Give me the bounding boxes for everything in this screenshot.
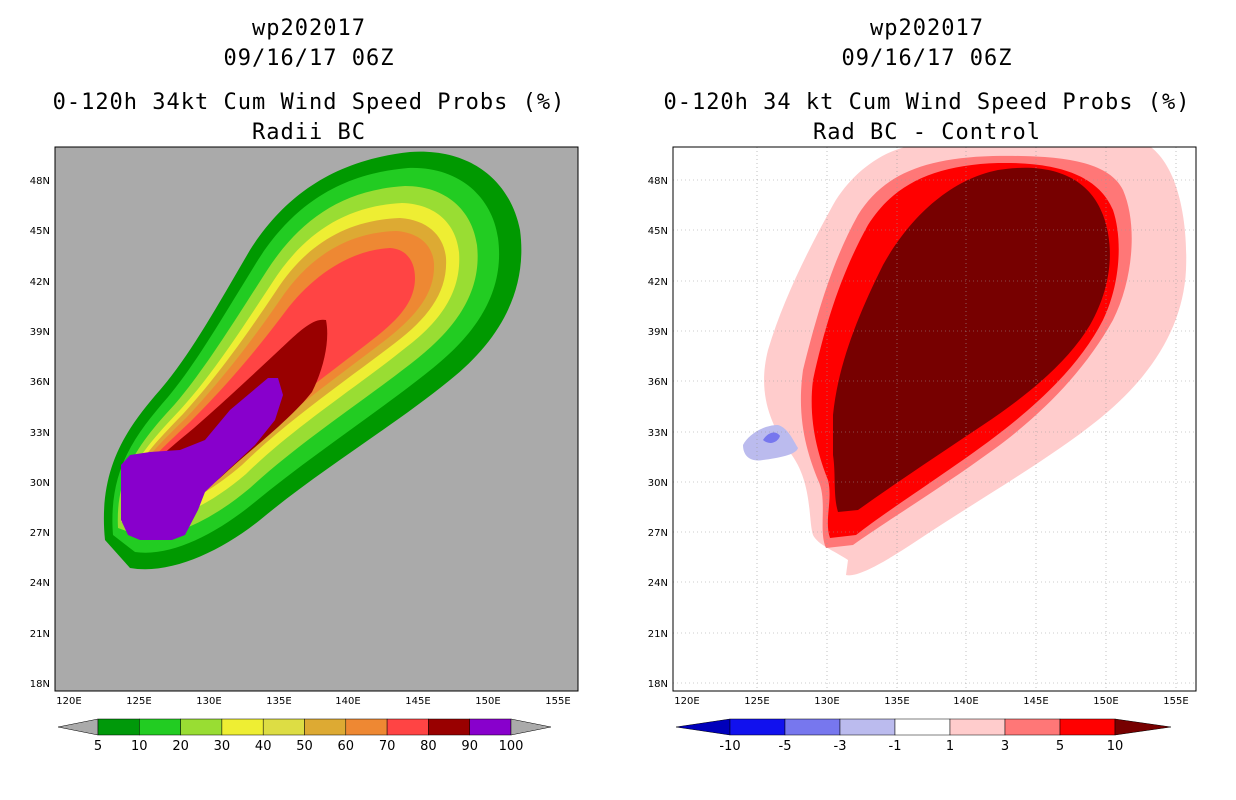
right-colorbar-label: 10 bbox=[1107, 739, 1124, 754]
left-colorbar-box bbox=[428, 718, 470, 736]
left-map: 48N 45N 42N 39N 36N 33N 30N 27N 24N 21N … bbox=[30, 146, 579, 754]
right-colorbar-low-arrow bbox=[675, 718, 731, 736]
svg-text:120E: 120E bbox=[674, 696, 699, 707]
left-colorbar-box bbox=[469, 718, 512, 736]
svg-text:36N: 36N bbox=[30, 377, 50, 388]
right-colorbar-label: -10 bbox=[719, 739, 740, 754]
right-colorbar-box bbox=[894, 718, 951, 736]
left-lon-labels: 120E 125E 130E 135E 140E 145E 150E 155E bbox=[56, 696, 570, 707]
svg-text:39N: 39N bbox=[30, 327, 50, 338]
svg-text:155E: 155E bbox=[545, 696, 570, 707]
svg-text:21N: 21N bbox=[648, 629, 668, 640]
svg-text:21N: 21N bbox=[30, 629, 50, 640]
left-colorbar-label: 10 bbox=[131, 739, 148, 754]
svg-text:30N: 30N bbox=[30, 478, 50, 489]
left-lat-labels: 48N 45N 42N 39N 36N 33N 30N 27N 24N 21N … bbox=[30, 176, 50, 690]
right-lon-labels: 120E 125E 130E 135E 140E 145E 150E 155E bbox=[674, 696, 1188, 707]
left-colorbar-label: 60 bbox=[338, 739, 355, 754]
svg-text:24N: 24N bbox=[648, 578, 668, 589]
left-colorbar-label: 90 bbox=[461, 739, 478, 754]
svg-text:33N: 33N bbox=[648, 428, 668, 439]
svg-text:130E: 130E bbox=[814, 696, 839, 707]
left-colorbar-label: 50 bbox=[296, 739, 313, 754]
right-product-title: 0-120h 34 kt Cum Wind Speed Probs (%) bbox=[663, 90, 1191, 115]
left-colorbar-label: 100 bbox=[499, 739, 524, 754]
svg-text:150E: 150E bbox=[475, 696, 500, 707]
left-colorbar-label: 70 bbox=[379, 739, 396, 754]
svg-text:48N: 48N bbox=[30, 176, 50, 187]
svg-text:150E: 150E bbox=[1093, 696, 1118, 707]
svg-text:27N: 27N bbox=[648, 528, 668, 539]
svg-text:36N: 36N bbox=[648, 377, 668, 388]
left-datetime: 09/16/17 06Z bbox=[223, 46, 395, 71]
svg-text:125E: 125E bbox=[126, 696, 151, 707]
left-colorbar-label: 80 bbox=[420, 739, 437, 754]
right-map: 48N 45N 42N 39N 36N 33N 30N 27N 24N 21N … bbox=[648, 146, 1197, 754]
left-subtitle: Radii BC bbox=[252, 120, 366, 145]
left-colorbar-high-arrow bbox=[510, 718, 552, 736]
svg-text:18N: 18N bbox=[30, 679, 50, 690]
svg-text:145E: 145E bbox=[1023, 696, 1048, 707]
left-probability-swath bbox=[103, 151, 522, 570]
right-colorbar-box bbox=[1059, 718, 1116, 736]
right-colorbar-label: 5 bbox=[1056, 739, 1064, 754]
right-colorbar-box bbox=[1004, 718, 1061, 736]
svg-text:135E: 135E bbox=[266, 696, 291, 707]
left-colorbar-box bbox=[304, 718, 347, 736]
right-colorbar-box bbox=[839, 718, 896, 736]
svg-text:18N: 18N bbox=[648, 679, 668, 690]
svg-text:33N: 33N bbox=[30, 428, 50, 439]
right-colorbar-label: -1 bbox=[889, 739, 902, 754]
svg-text:48N: 48N bbox=[648, 176, 668, 187]
left-colorbar-box bbox=[180, 718, 223, 736]
svg-text:120E: 120E bbox=[56, 696, 81, 707]
right-panel: wp202017 09/16/17 06Z 0-120h 34 kt Cum W… bbox=[618, 0, 1236, 800]
left-colorbar-label: 20 bbox=[172, 739, 189, 754]
right-gridlines bbox=[673, 147, 1196, 691]
left-colorbar-box bbox=[97, 718, 140, 736]
left-colorbar-box bbox=[139, 718, 181, 736]
right-colorbar-high-arrow bbox=[1114, 718, 1172, 736]
left-colorbar-box bbox=[262, 718, 305, 736]
left-colorbar-low-arrow bbox=[57, 718, 99, 736]
right-storm-id: wp202017 bbox=[870, 16, 984, 41]
svg-text:27N: 27N bbox=[30, 528, 50, 539]
left-colorbar-label: 5 bbox=[94, 739, 102, 754]
right-difference-field bbox=[743, 147, 1187, 576]
svg-text:30N: 30N bbox=[648, 478, 668, 489]
right-datetime: 09/16/17 06Z bbox=[841, 46, 1013, 71]
left-colorbar: 5 10 20 30 40 50 60 70 80 90 100 bbox=[57, 718, 552, 754]
svg-text:135E: 135E bbox=[884, 696, 909, 707]
svg-text:42N: 42N bbox=[648, 277, 668, 288]
left-colorbar-box bbox=[386, 718, 429, 736]
right-colorbar-label: 1 bbox=[946, 739, 954, 754]
left-product-title: 0-120h 34kt Cum Wind Speed Probs (%) bbox=[52, 90, 566, 115]
left-panel: wp202017 09/16/17 06Z 0-120h 34kt Cum Wi… bbox=[30, 16, 579, 754]
left-colorbar-label: 30 bbox=[214, 739, 231, 754]
right-colorbar-label: -5 bbox=[779, 739, 792, 754]
svg-text:145E: 145E bbox=[405, 696, 430, 707]
right-colorbar: -10 -5 -3 -1 1 3 5 10 bbox=[675, 718, 1172, 754]
right-colorbar-box bbox=[784, 718, 841, 736]
svg-text:42N: 42N bbox=[30, 277, 50, 288]
right-lat-labels: 48N 45N 42N 39N 36N 33N 30N 27N 24N 21N … bbox=[648, 176, 668, 690]
left-colorbar-label: 40 bbox=[255, 739, 272, 754]
left-storm-id: wp202017 bbox=[252, 16, 366, 41]
svg-text:45N: 45N bbox=[648, 226, 668, 237]
svg-text:39N: 39N bbox=[648, 327, 668, 338]
svg-text:125E: 125E bbox=[744, 696, 769, 707]
right-subtitle: Rad BC - Control bbox=[813, 120, 1041, 145]
right-colorbar-label: -3 bbox=[834, 739, 847, 754]
right-colorbar-label: 3 bbox=[1001, 739, 1009, 754]
svg-text:140E: 140E bbox=[953, 696, 978, 707]
left-colorbar-box bbox=[221, 718, 264, 736]
svg-text:24N: 24N bbox=[30, 578, 50, 589]
svg-text:130E: 130E bbox=[196, 696, 221, 707]
svg-text:155E: 155E bbox=[1163, 696, 1188, 707]
svg-text:45N: 45N bbox=[30, 226, 50, 237]
right-colorbar-box bbox=[729, 718, 786, 736]
svg-text:140E: 140E bbox=[335, 696, 360, 707]
right-colorbar-box bbox=[949, 718, 1006, 736]
left-colorbar-box bbox=[345, 718, 388, 736]
